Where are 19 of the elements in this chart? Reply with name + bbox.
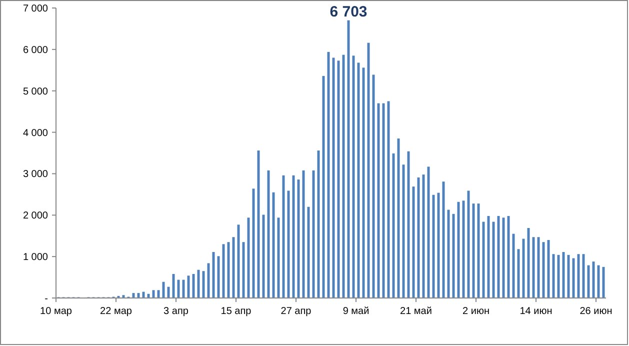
data-label: 6 703 bbox=[330, 3, 368, 20]
y-tick-label: 7 000 bbox=[22, 4, 48, 14]
x-tick-label: 3 апр bbox=[164, 306, 189, 317]
y-tick-label: 4 000 bbox=[22, 128, 48, 139]
x-tick-label: 21 май bbox=[400, 306, 432, 317]
y-tick-label: 3 000 bbox=[22, 169, 48, 180]
y-tick-label: 6 000 bbox=[22, 44, 48, 56]
x-tick-label: 14 июн bbox=[520, 306, 552, 317]
y-tick-label: - bbox=[44, 294, 48, 304]
x-tick-label: 10 мар bbox=[40, 306, 72, 317]
x-tick-label: 9 май bbox=[342, 306, 370, 317]
y-tick-label: 5 000 bbox=[22, 86, 48, 98]
x-tick-label: 22 мар bbox=[100, 306, 132, 317]
x-tick-label: 27 апр bbox=[280, 306, 312, 317]
x-tick-label: 26 июн bbox=[580, 306, 612, 317]
y-tick-label: 2 000 bbox=[22, 210, 48, 222]
x-tick-label: 2 июн bbox=[462, 306, 490, 317]
y-tick-label: 1 000 bbox=[22, 252, 48, 264]
x-tick-label: 15 апр bbox=[220, 306, 252, 317]
